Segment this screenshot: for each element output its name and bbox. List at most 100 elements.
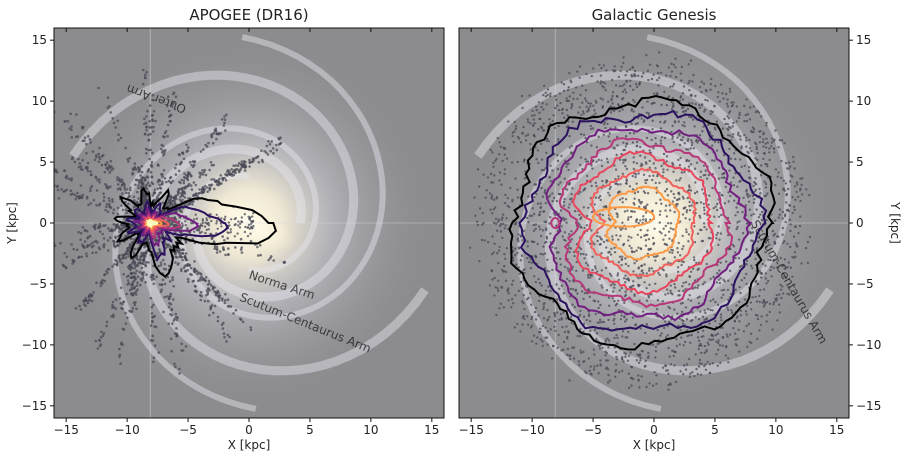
star-point xyxy=(157,193,160,197)
star-point xyxy=(248,165,251,168)
star-point xyxy=(249,232,252,235)
star-point xyxy=(537,225,541,228)
star-point xyxy=(721,127,725,130)
star-point xyxy=(806,240,810,244)
star-point xyxy=(767,258,770,261)
star-point xyxy=(534,227,537,231)
star-point xyxy=(133,261,136,265)
star-point xyxy=(225,340,228,343)
star-point xyxy=(568,203,571,206)
star-point xyxy=(755,146,758,149)
star-point xyxy=(639,202,642,205)
star-point xyxy=(670,70,674,73)
star-point xyxy=(703,351,706,355)
star-point xyxy=(233,235,236,238)
star-point xyxy=(215,245,219,249)
star-point xyxy=(728,333,732,336)
star-point xyxy=(709,88,712,91)
star-point xyxy=(116,183,120,186)
star-point xyxy=(548,194,552,197)
star-point xyxy=(625,125,628,128)
star-point xyxy=(565,221,568,224)
star-point xyxy=(678,294,681,297)
star-point xyxy=(708,338,711,341)
star-point xyxy=(146,109,149,113)
star-point xyxy=(505,217,508,220)
star-point xyxy=(95,281,98,285)
star-point xyxy=(748,194,751,197)
star-point xyxy=(762,131,765,135)
star-point xyxy=(578,213,581,217)
star-point xyxy=(538,281,542,285)
star-point xyxy=(159,236,163,239)
star-point xyxy=(91,150,95,153)
star-point xyxy=(781,217,784,220)
star-point xyxy=(48,246,51,249)
star-point xyxy=(697,339,701,342)
star-point xyxy=(691,102,694,105)
star-point xyxy=(181,258,184,262)
star-point xyxy=(614,350,618,354)
star-point xyxy=(644,244,648,247)
star-point xyxy=(604,126,607,130)
star-point xyxy=(226,298,230,302)
star-point xyxy=(777,303,781,306)
star-point xyxy=(587,107,590,110)
star-point xyxy=(140,266,144,270)
star-point xyxy=(592,348,596,351)
star-point xyxy=(720,213,723,217)
star-point xyxy=(570,321,573,325)
star-point xyxy=(576,97,579,101)
star-point xyxy=(708,322,711,325)
star-point xyxy=(681,195,684,198)
star-point xyxy=(764,277,768,280)
star-point xyxy=(70,179,73,182)
star-point xyxy=(637,378,640,381)
star-point xyxy=(83,136,87,139)
star-point xyxy=(116,176,119,179)
star-point xyxy=(152,360,155,364)
star-point xyxy=(32,232,35,235)
star-point xyxy=(169,176,173,179)
star-point xyxy=(626,218,630,221)
star-point xyxy=(78,162,82,165)
star-point xyxy=(542,108,545,111)
star-point xyxy=(523,177,526,180)
star-point xyxy=(672,102,675,106)
star-point xyxy=(537,314,540,317)
star-point xyxy=(745,139,748,142)
star-point xyxy=(222,247,225,251)
star-point xyxy=(240,251,244,254)
star-point xyxy=(199,277,202,280)
star-point xyxy=(509,186,512,190)
star-point xyxy=(190,188,194,191)
star-point xyxy=(777,259,780,262)
star-point xyxy=(622,242,626,246)
star-point xyxy=(123,252,127,256)
star-point xyxy=(631,174,634,178)
star-point xyxy=(676,266,680,269)
star-point xyxy=(224,129,227,132)
star-point xyxy=(163,295,166,299)
star-point xyxy=(647,238,651,241)
star-point xyxy=(535,342,538,345)
star-point xyxy=(101,282,104,285)
star-point xyxy=(784,220,787,224)
star-point xyxy=(630,377,633,380)
star-point xyxy=(673,282,676,286)
star-point xyxy=(139,174,142,177)
star-point xyxy=(704,363,707,366)
star-point xyxy=(526,240,529,243)
star-point xyxy=(717,278,720,281)
star-point xyxy=(717,166,721,170)
star-point xyxy=(491,235,494,238)
star-point xyxy=(615,334,618,337)
star-point xyxy=(697,318,701,321)
star-point xyxy=(552,344,555,348)
star-point xyxy=(492,165,495,168)
star-point xyxy=(78,304,81,308)
star-point xyxy=(137,181,141,184)
star-point xyxy=(621,221,624,224)
star-point xyxy=(699,310,702,313)
star-point xyxy=(740,147,743,150)
